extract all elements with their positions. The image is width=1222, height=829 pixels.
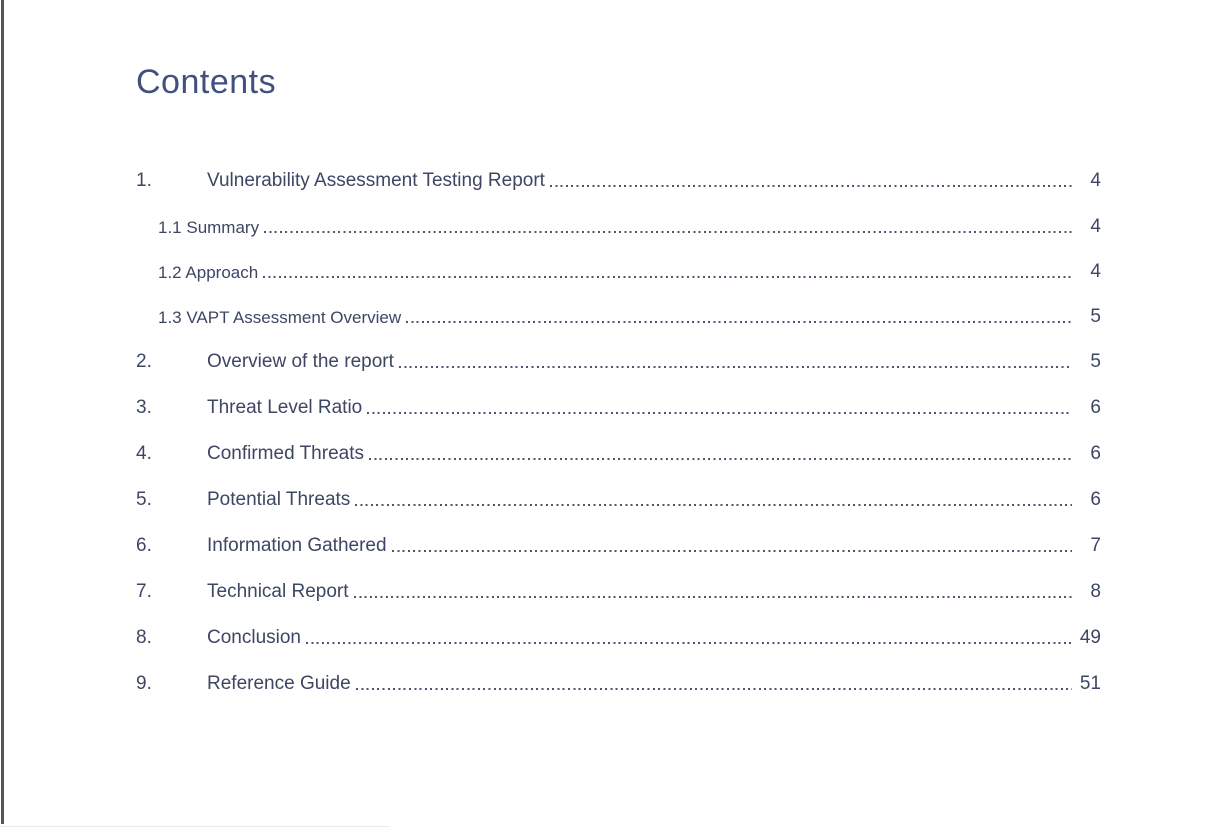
toc-entry-label: 1.2 Approach [158,263,259,282]
toc-entry-label: Vulnerability Assessment Testing Report [207,170,545,191]
toc-entry-label: Conclusion [207,627,301,648]
toc-entry-number: 9. [136,673,152,694]
toc-entry-label: Overview of the report [207,351,394,372]
toc-entry-number: 3. [136,397,152,418]
toc-entry-page-number: 51 [1079,673,1101,694]
toc-entry-page-number: 4 [1090,261,1101,282]
toc-entry-page-number: 5 [1090,351,1101,372]
toc-entry-number: 7. [136,581,152,602]
toc-entry-page-number: 4 [1090,216,1101,237]
toc-entry-page-number: 49 [1079,627,1101,648]
toc-leader-dots [549,185,1072,187]
toc-entry-page-number: 6 [1090,489,1101,510]
toc-leader-dots [355,504,1072,506]
page-bottom-edge [0,826,390,827]
toc-entry-number: 8. [136,627,152,648]
toc-entry-label: 1.1 Summary [158,218,260,237]
toc-leader-dots [398,366,1072,368]
toc-entry-label: Potential Threats [207,489,351,510]
toc-entry-number: 2. [136,351,152,372]
toc-entry-page-number: 5 [1090,306,1101,327]
toc-entry[interactable]: 7. Technical Report 8 [136,580,1101,603]
toc-entry[interactable]: 5. Potential Threats 6 [136,488,1101,511]
toc-leader-dots [355,688,1072,690]
document-page: Contents 1. Vulnerability Assessment Tes… [136,62,1101,718]
toc-entry[interactable]: 6. Information Gathered 7 [136,534,1101,557]
toc-leader-dots [263,276,1072,278]
toc-entry-number: 5. [136,489,152,510]
toc-leader-dots [367,412,1072,414]
toc-entry-page-number: 8 [1090,581,1101,602]
toc-entry-page-number: 6 [1090,397,1101,418]
toc-entry-number: 4. [136,443,152,464]
toc-entry[interactable]: 2. Overview of the report 5 [136,350,1101,373]
toc-entry-label: Information Gathered [207,535,387,556]
table-of-contents: 1. Vulnerability Assessment Testing Repo… [136,169,1101,695]
toc-entry-label: 1.3 VAPT Assessment Overview [158,308,402,327]
page-left-edge [1,0,4,824]
toc-entry-number: 6. [136,535,152,556]
toc-entry-page-number: 4 [1090,170,1101,191]
toc-leader-dots [406,321,1072,323]
toc-leader-dots [306,642,1072,644]
toc-entry-label: Threat Level Ratio [207,397,363,418]
toc-entry[interactable]: 1.1 Summary 4 [136,215,1101,238]
toc-entry-number: 1. [136,170,152,191]
toc-leader-dots [391,550,1072,552]
toc-entry-page-number: 7 [1090,535,1101,556]
toc-entry[interactable]: 1.2 Approach 4 [136,260,1101,283]
toc-entry[interactable]: 8. Conclusion 49 [136,626,1101,649]
toc-entry[interactable]: 1. Vulnerability Assessment Testing Repo… [136,169,1101,192]
toc-entry-page-number: 6 [1090,443,1101,464]
toc-entry[interactable]: 4. Confirmed Threats 6 [136,442,1101,465]
contents-heading: Contents [136,63,277,101]
toc-entry[interactable]: 9. Reference Guide 51 [136,672,1101,695]
toc-entry-label: Confirmed Threats [207,443,364,464]
toc-entry[interactable]: 3. Threat Level Ratio 6 [136,396,1101,419]
toc-entry-label: Reference Guide [207,673,351,694]
toc-leader-dots [353,596,1072,598]
toc-leader-dots [264,231,1072,233]
toc-leader-dots [369,458,1072,460]
toc-entry-label: Technical Report [207,581,349,602]
toc-entry[interactable]: 1.3 VAPT Assessment Overview 5 [136,305,1101,328]
